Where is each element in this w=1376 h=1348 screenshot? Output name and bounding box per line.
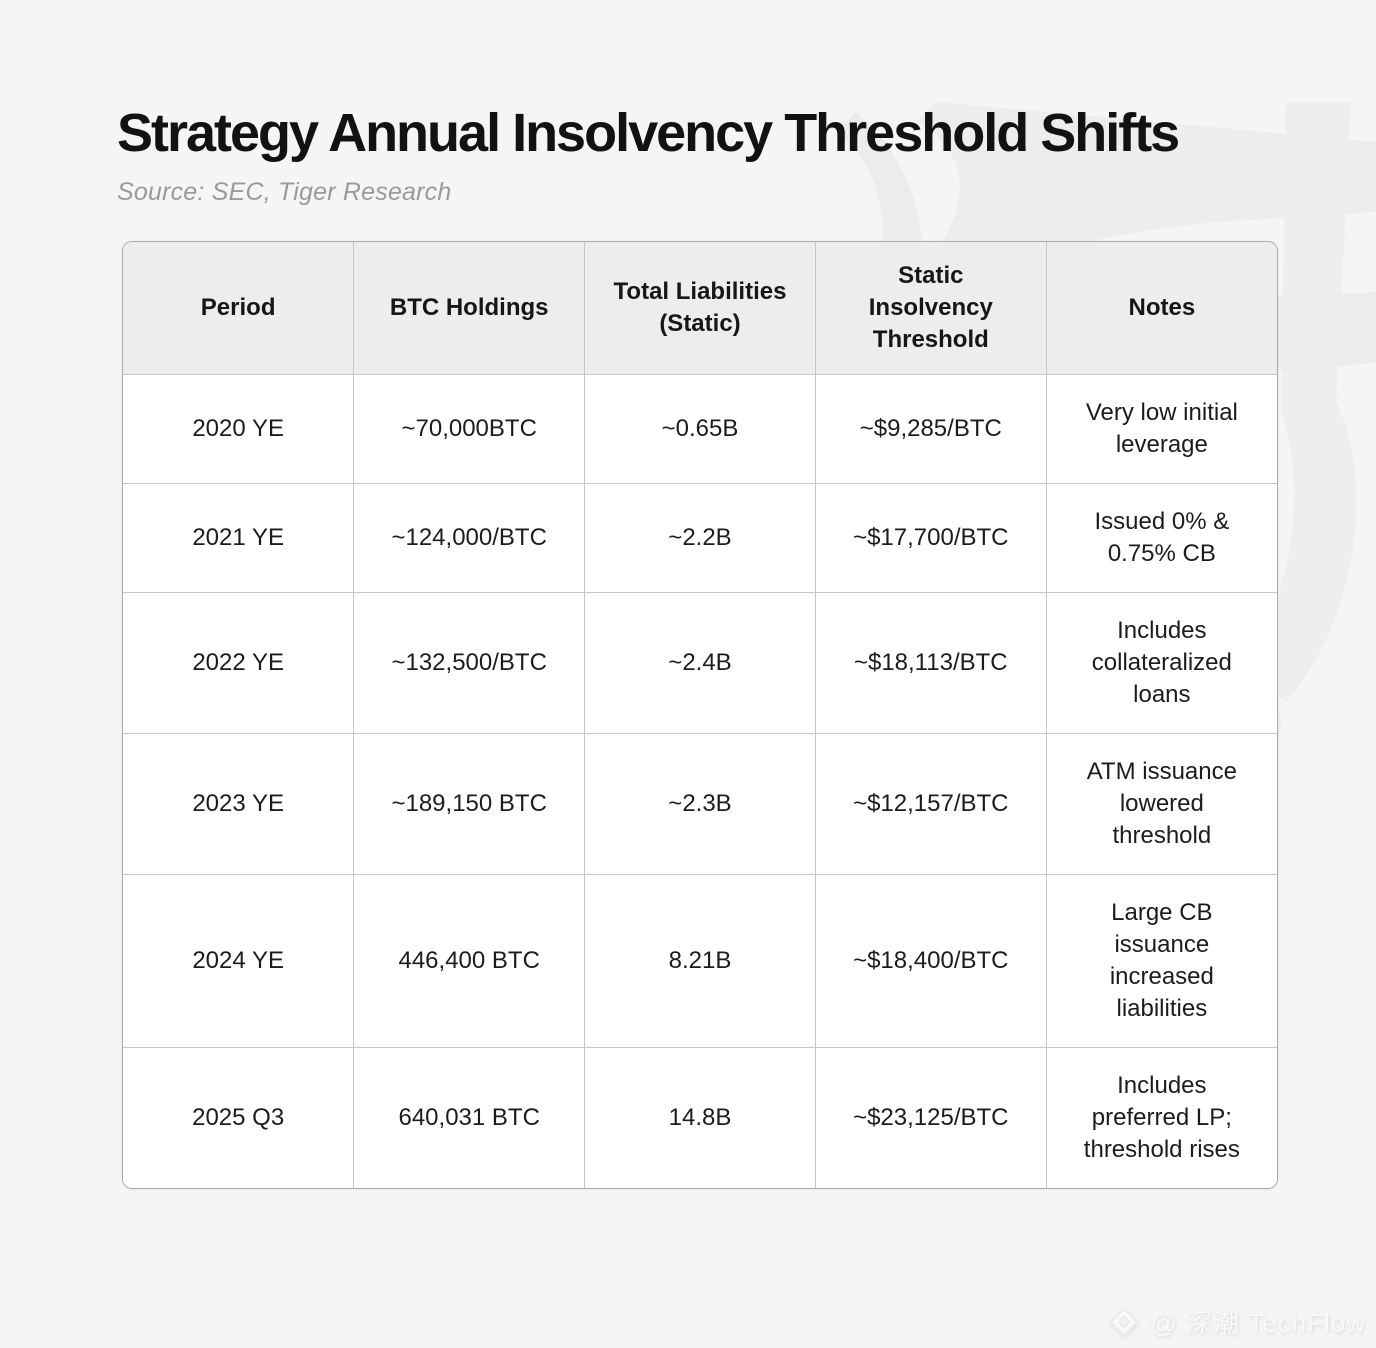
cell-notes: Large CB issuance increased liabilities xyxy=(1045,874,1277,1049)
cell-btc-holdings: ~70,000BTC xyxy=(353,374,586,485)
cell-btc-holdings: ~132,500/BTC xyxy=(353,592,586,735)
source-caption: Source: SEC, Tiger Research xyxy=(117,178,452,207)
cell-period: 2025 Q3 xyxy=(123,1047,355,1189)
table-row: 2022 YE ~132,500/BTC ~2.4B ~$18,113/BTC Incl… xyxy=(123,592,1277,735)
credit-text: @ 深潮 TechFlow xyxy=(1150,1308,1366,1338)
column-header-btc-holdings: BTC Holdings xyxy=(353,242,586,376)
table-header: Period BTC Holdings Total Liabilities (S… xyxy=(123,242,1277,376)
cell-btc-holdings: 446,400 BTC xyxy=(353,874,586,1049)
cell-total-liabilities: ~2.3B xyxy=(584,733,816,876)
cell-btc-holdings: 640,031 BTC xyxy=(353,1047,586,1189)
cell-insolvency-threshold: ~$12,157/BTC xyxy=(814,733,1047,876)
cell-period: 2021 YE xyxy=(123,483,355,594)
cell-period: 2024 YE xyxy=(123,874,355,1049)
cell-btc-holdings: ~124,000/BTC xyxy=(353,483,586,594)
cell-insolvency-threshold: ~$17,700/BTC xyxy=(814,483,1047,594)
cell-notes: Issued 0% & 0.75% CB xyxy=(1045,483,1277,594)
cell-insolvency-threshold: ~$18,113/BTC xyxy=(814,592,1047,735)
cell-total-liabilities: ~2.2B xyxy=(584,483,816,594)
cell-notes: Includes preferred LP; threshold rises xyxy=(1045,1047,1277,1189)
cell-insolvency-threshold: ~$18,400/BTC xyxy=(814,874,1047,1049)
cell-total-liabilities: 14.8B xyxy=(584,1047,816,1189)
gem-diamond-icon xyxy=(1110,1307,1139,1336)
table-row: 2024 YE 446,400 BTC 8.21B ~$18,400/BTC Large… xyxy=(123,874,1277,1049)
cell-total-liabilities: 8.21B xyxy=(584,874,816,1049)
cell-period: 2020 YE xyxy=(123,374,355,485)
cell-total-liabilities: ~2.4B xyxy=(584,592,816,735)
credit-watermark: @ 深潮 TechFlow xyxy=(1108,1303,1366,1340)
cell-notes: Includes collateralized loans xyxy=(1045,592,1277,735)
table-row: 2023 YE ~189,150 BTC ~2.3B ~$12,157/BTC ATM … xyxy=(123,733,1277,876)
cell-period: 2023 YE xyxy=(123,733,355,876)
cell-notes: Very low initial leverage xyxy=(1045,374,1277,485)
cell-insolvency-threshold: ~$23,125/BTC xyxy=(814,1047,1047,1189)
cell-notes: ATM issuance lowered threshold xyxy=(1045,733,1277,876)
table-row: 2020 YE ~70,000BTC ~0.65B ~$9,285/BTC Very l… xyxy=(123,374,1277,485)
table-header-row: Period BTC Holdings Total Liabilities (S… xyxy=(123,242,1277,376)
insolvency-table: Period BTC Holdings Total Liabilities (S… xyxy=(123,242,1277,1189)
insolvency-table-container: Period BTC Holdings Total Liabilities (S… xyxy=(122,241,1278,1190)
column-header-notes: Notes xyxy=(1045,242,1277,376)
cell-period: 2022 YE xyxy=(123,592,355,735)
table-row: 2025 Q3 640,031 BTC 14.8B ~$23,125/BTC Inclu… xyxy=(123,1047,1277,1189)
cell-insolvency-threshold: ~$9,285/BTC xyxy=(814,374,1047,485)
cell-total-liabilities: ~0.65B xyxy=(584,374,816,485)
column-header-period: Period xyxy=(123,242,355,376)
column-header-static-insolvency-threshold: Static Insolvency Threshold xyxy=(814,242,1047,376)
page-title: Strategy Annual Insolvency Threshold Shi… xyxy=(117,103,1180,163)
cell-btc-holdings: ~189,150 BTC xyxy=(353,733,586,876)
table-row: 2021 YE ~124,000/BTC ~2.2B ~$17,700/BTC Issu… xyxy=(123,483,1277,594)
infographic: Strategy Annual Insolvency Threshold Shi… xyxy=(0,102,1376,1190)
column-header-total-liabilities: Total Liabilities (Static) xyxy=(584,242,816,376)
table-body: 2020 YE ~70,000BTC ~0.65B ~$9,285/BTC Very l… xyxy=(123,374,1277,1189)
